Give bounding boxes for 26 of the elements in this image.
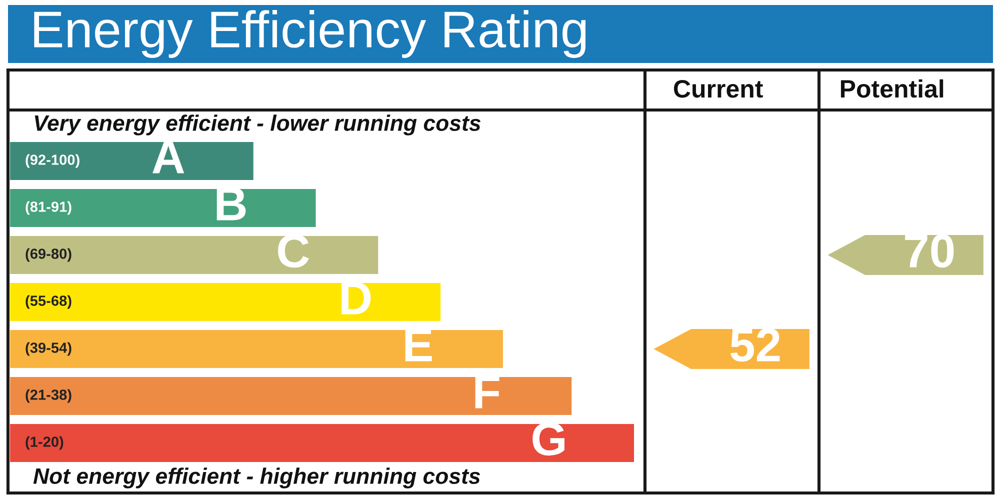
annotation: (81-91) [26,201,72,215]
bar [10,376,572,416]
y-tick-label: C [278,234,309,268]
bar [10,424,634,462]
text: 70 [905,234,954,268]
text: Not energy efficient - higher running costs [33,468,480,488]
y-tick-label: D [342,282,371,314]
category-label: Potential [840,79,944,98]
bar [10,282,441,322]
y-tick-label: A [152,140,184,174]
annotation: (39-54) [26,342,72,356]
text: 52 [730,328,780,362]
category-label: Current [674,80,763,98]
chart-title: Energy Efficiency Rating [34,10,586,58]
annotation: (21-38) [26,389,72,403]
annotation: (92-100) [26,154,80,168]
bar [10,142,254,180]
bar [10,330,503,368]
y-tick-label: G [532,422,564,456]
y-tick-label: B [216,188,246,220]
annotation: (55-68) [26,295,72,309]
annotation: (1-20) [26,436,64,450]
bar [10,188,316,228]
annotation: (69-80) [26,248,72,262]
text: Very energy efficient - lower running costs [34,114,481,136]
bar [10,236,378,274]
